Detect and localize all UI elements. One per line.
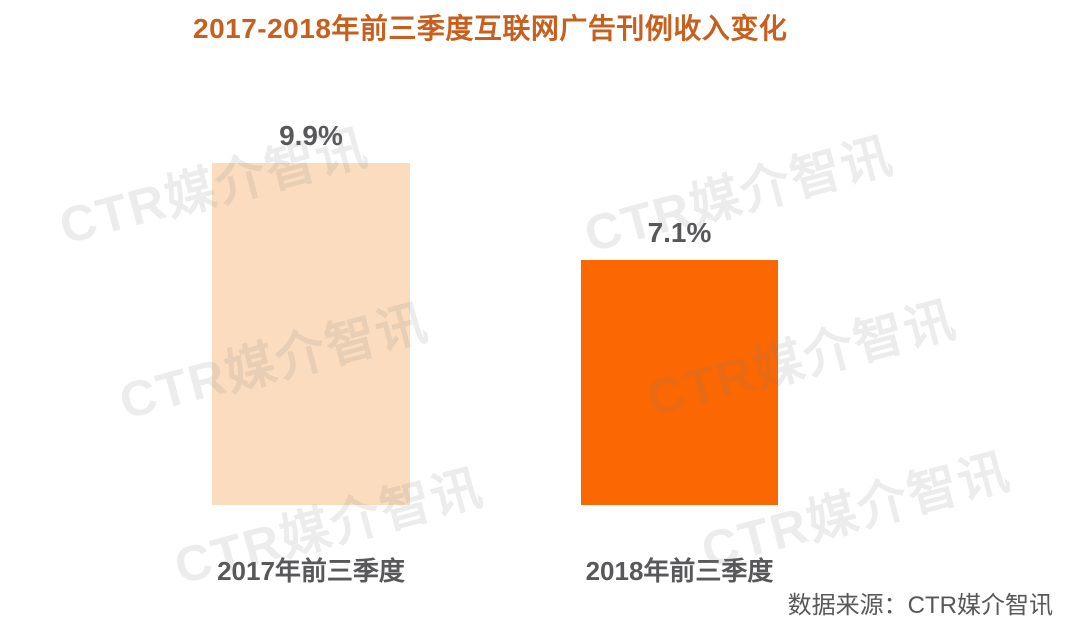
- category-label-2018: 2018年前三季度: [585, 556, 774, 586]
- category-label-2017: 2017年前三季度: [217, 556, 405, 586]
- bar-group-2017: 9.9% 2017年前三季度: [212, 120, 410, 586]
- value-label-2017: 9.9%: [279, 120, 343, 151]
- value-label-2018: 7.1%: [647, 217, 712, 248]
- bar-group-2018: 7.1% 2018年前三季度: [581, 217, 778, 586]
- data-source-label: 数据来源：CTR媒介智讯: [787, 592, 1053, 619]
- bar-2017: [212, 163, 410, 505]
- bar-2018: [581, 260, 778, 505]
- chart-title: 2017-2018年前三季度互联网广告刊例收入变化: [193, 13, 788, 44]
